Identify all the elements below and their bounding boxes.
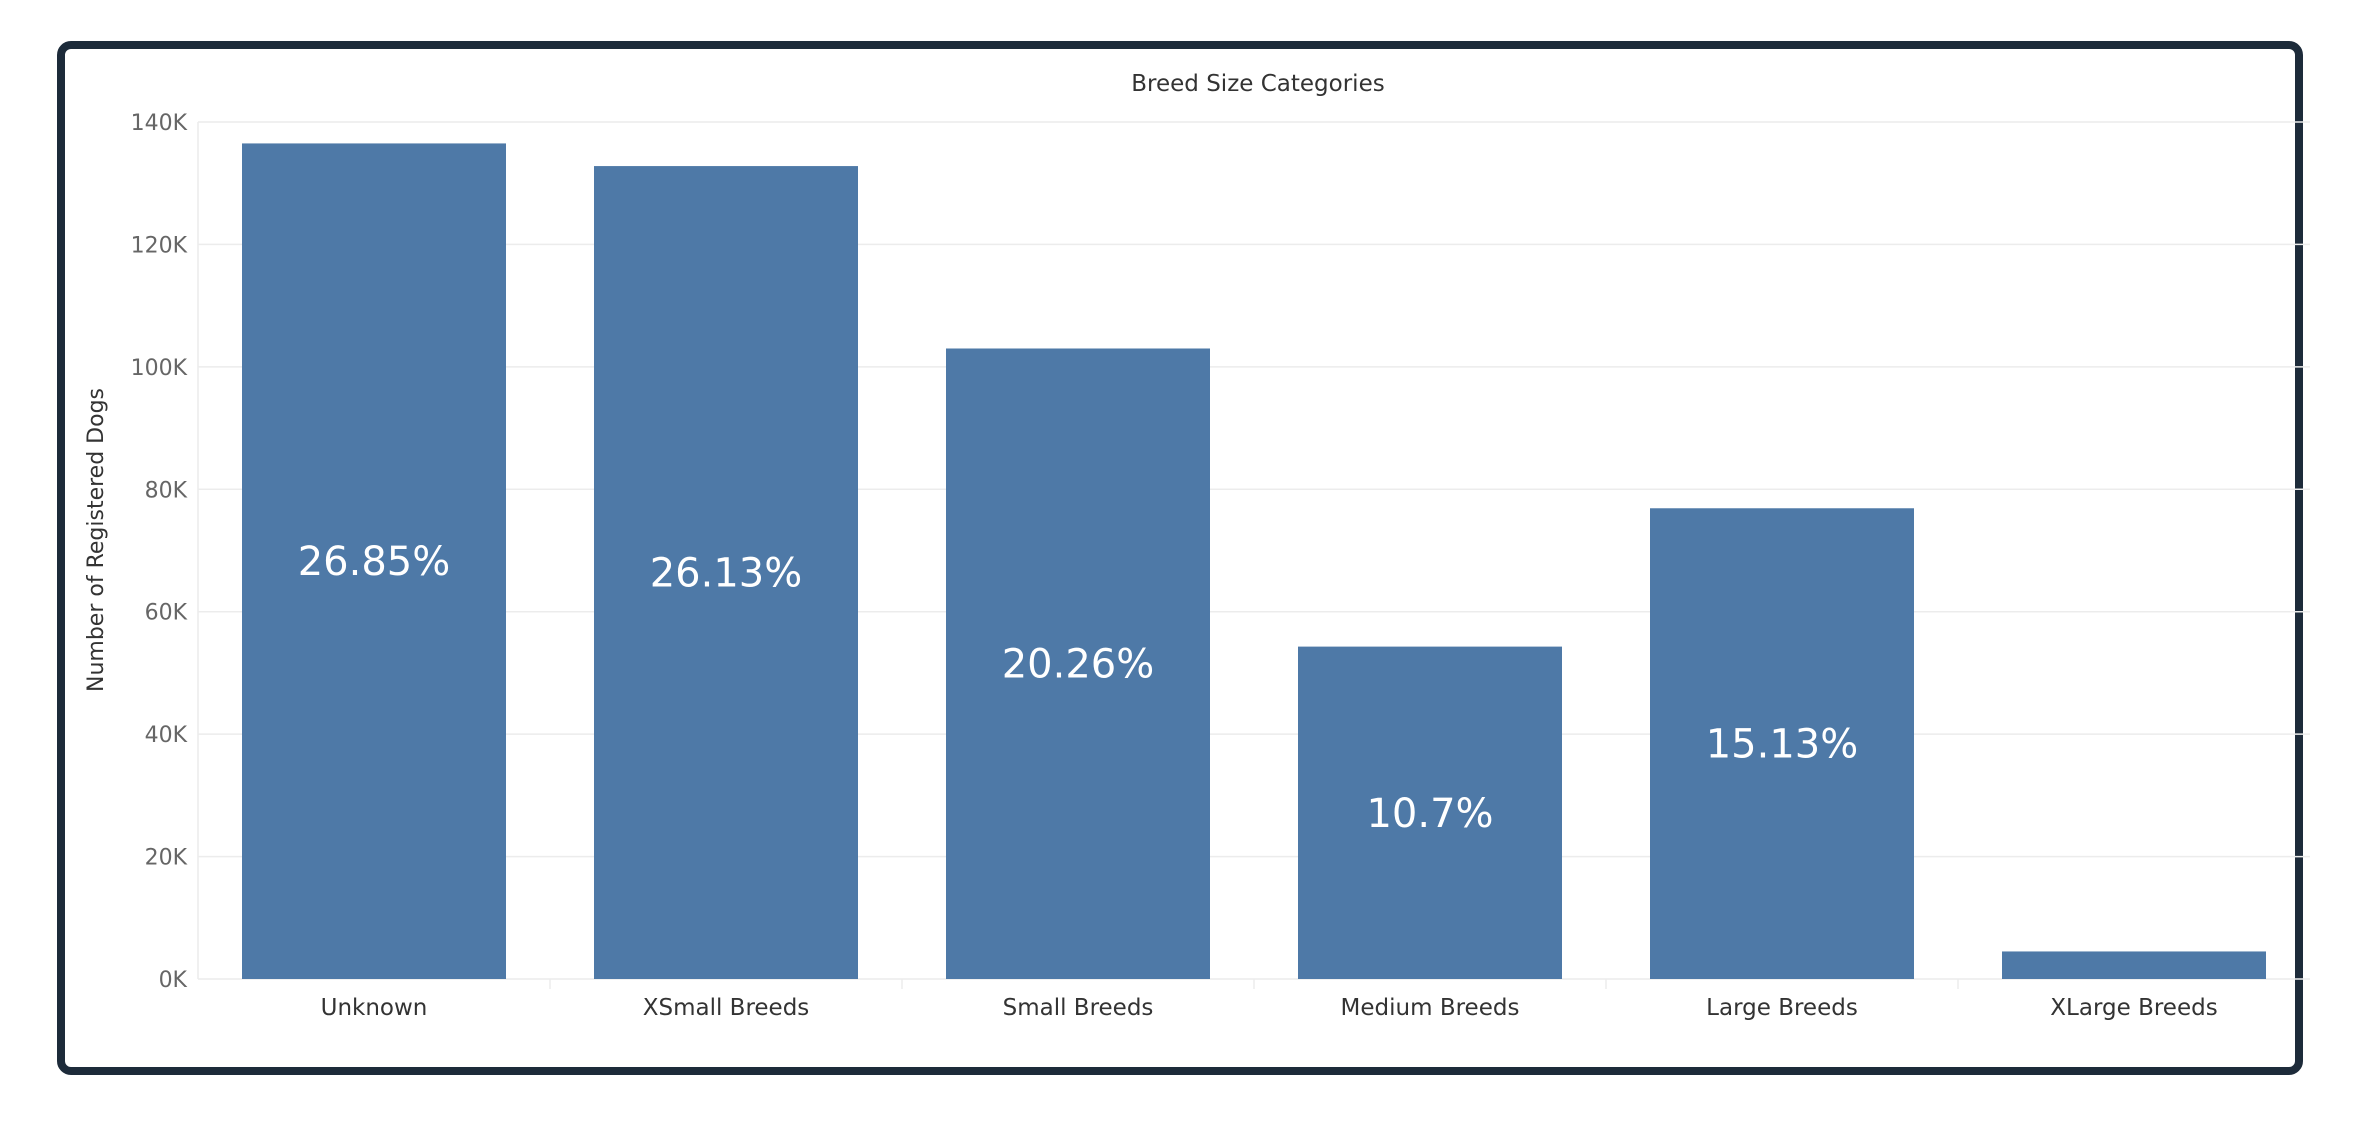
bar <box>242 143 506 980</box>
bar <box>1650 508 1914 979</box>
bar-data-label: 26.85% <box>298 539 451 585</box>
bar-data-label: 10.7% <box>1366 791 1493 837</box>
y-tick-label: 0K <box>159 968 188 993</box>
y-tick-label: 120K <box>131 233 188 258</box>
y-axis-ticks: 0K 20K 40K 60K 80K 100K 120K 140K <box>131 111 188 993</box>
x-axis-ticks: Unknown XSmall Breeds Small Breeds Medium B… <box>321 995 2218 1021</box>
bar <box>2002 951 2266 979</box>
bar-data-label: 15.13% <box>1706 722 1859 768</box>
y-tick-label: 80K <box>145 478 188 503</box>
y-tick-label: 40K <box>145 723 188 748</box>
x-tick-label: Unknown <box>321 995 428 1021</box>
chart-title: Breed Size Categories <box>1131 71 1384 97</box>
bar <box>594 166 858 979</box>
bar-data-label: 26.13% <box>650 551 803 597</box>
x-tick-label: Medium Breeds <box>1341 995 1520 1021</box>
y-tick-label: 100K <box>131 356 188 381</box>
y-tick-label: 140K <box>131 111 188 136</box>
x-tick-label: XLarge Breeds <box>2050 995 2217 1021</box>
y-tick-label: 60K <box>145 601 188 626</box>
y-axis-label: Number of Registered Dogs <box>84 388 109 692</box>
bars: 26.85% 26.13% 20.26% 10.7% 15.13% <box>242 143 2266 980</box>
x-tick-label: Large Breeds <box>1706 995 1858 1021</box>
x-tick-label: Small Breeds <box>1003 995 1154 1021</box>
gridlines <box>197 121 2310 989</box>
bar <box>1298 646 1562 979</box>
y-tick-label: 20K <box>145 846 188 871</box>
bar-data-label: 20.26% <box>1002 642 1155 688</box>
x-tick-label: XSmall Breeds <box>643 995 810 1021</box>
bar <box>946 348 1210 979</box>
